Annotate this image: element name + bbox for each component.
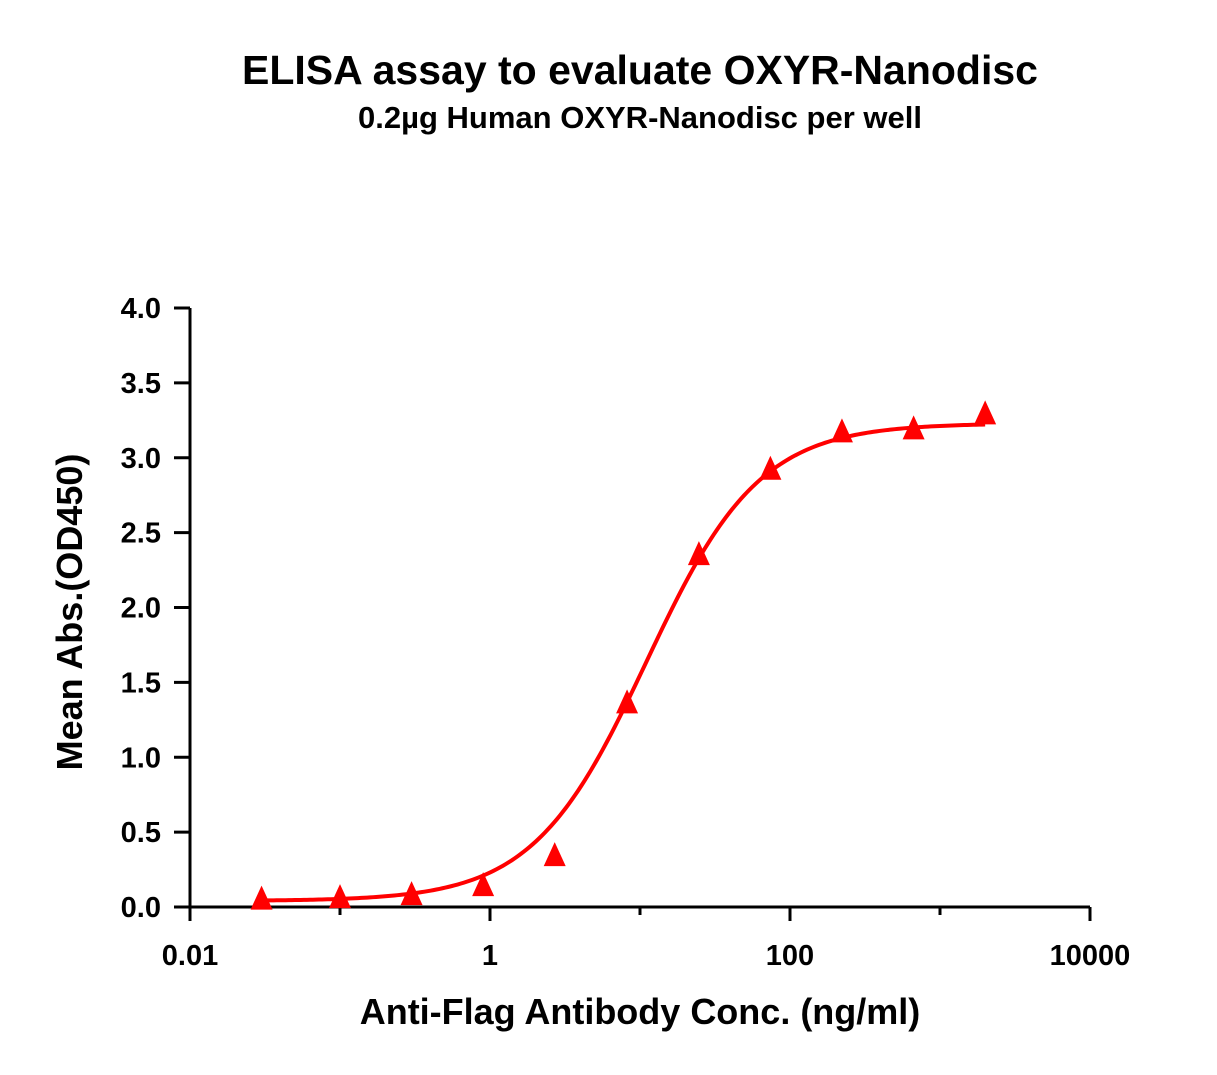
data-point-triangle (902, 415, 925, 440)
fit-curve (261, 422, 986, 903)
chart-subtitle: 0.2µg Human OXYR-Nanodisc per well (358, 100, 922, 135)
y-tick-label: 4.0 (121, 293, 161, 325)
data-point-triangle (400, 881, 423, 906)
chart-title: ELISA assay to evaluate OXYR-Nanodisc (242, 47, 1038, 93)
data-point-triangle (616, 689, 639, 714)
y-tick-label: 2.5 (121, 518, 161, 550)
x-tick-label: 100 (766, 940, 814, 972)
x-tick-label: 10000 (1050, 940, 1131, 972)
x-axis-title: Anti-Flag Antibody Conc. (ng/ml) (360, 991, 921, 1032)
y-tick-label: 0.0 (121, 892, 161, 924)
data-point-triangle (687, 541, 710, 566)
data-point-triangle (543, 842, 566, 867)
y-tick-label: 1.0 (121, 742, 161, 774)
y-axis-title: Mean Abs.(OD450) (49, 454, 90, 771)
data-point-triangle (830, 418, 853, 443)
x-tick-label: 0.01 (162, 940, 218, 972)
y-tick-label: 3.5 (121, 368, 161, 400)
data-point-triangle (329, 884, 351, 909)
y-tick-label: 3.0 (121, 443, 161, 475)
data-points (250, 400, 997, 910)
data-point-triangle (974, 400, 997, 425)
data-point-triangle (759, 455, 782, 480)
y-tick-label: 0.5 (121, 817, 161, 849)
y-tick-label: 1.5 (121, 667, 161, 699)
data-point-triangle (472, 872, 495, 897)
y-tick-label: 2.0 (121, 593, 161, 625)
axes (188, 308, 1090, 909)
data-point-triangle (250, 885, 273, 910)
x-tick-label: 1 (482, 940, 498, 972)
ticks: 0.0 0.5 1.0 1.5 2.0 2.5 3.0 3.5 4.0 0.01 1 100 10000 (121, 293, 1131, 972)
